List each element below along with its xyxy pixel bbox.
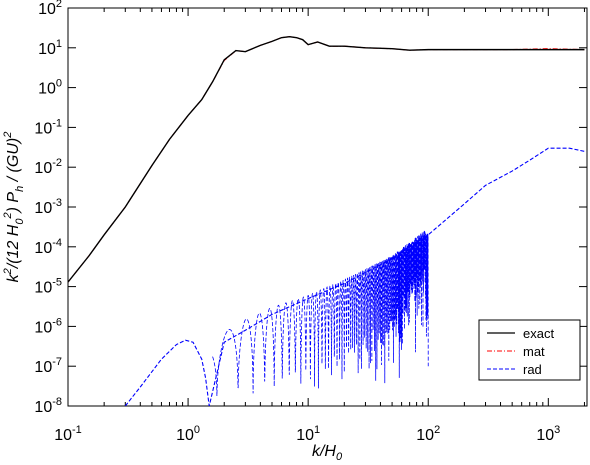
y-axis-title: k2/(12 H02) Ph / (GU)2 <box>2 132 26 283</box>
y-tick-label: 100 <box>38 78 62 98</box>
x-tick-label: 100 <box>176 424 200 444</box>
legend: exact mat rad <box>478 319 581 381</box>
x-tick-label: 102 <box>416 424 440 444</box>
legend-label-mat: mat <box>523 344 545 359</box>
y-tick-label: 10-3 <box>34 197 62 217</box>
x-axis-title-sub: 0 <box>336 451 343 463</box>
y-tick-label: 10-7 <box>34 356 62 376</box>
major-ticks <box>67 7 587 407</box>
y-tick-label: 10-5 <box>34 277 62 297</box>
x-tick-label: 103 <box>536 424 560 444</box>
y-tick-label: 10-4 <box>34 237 62 257</box>
y-tick-label: 10-2 <box>34 157 62 177</box>
series-mat <box>68 36 585 283</box>
x-tick-label: 101 <box>296 424 320 444</box>
series-rad <box>124 147 585 406</box>
series-rad-oscillation <box>212 230 429 397</box>
x-tick-labels: 10-1 100 101 102 103 <box>54 424 560 444</box>
x-tick-label: 10-1 <box>54 424 82 444</box>
y-tick-labels: 10-8 10-7 10-6 10-5 10-4 10-3 10-2 10-1 100 101 10… <box>34 0 62 416</box>
legend-box <box>478 319 581 381</box>
y-tick-label: 10-8 <box>34 396 62 416</box>
legend-label-exact: exact <box>523 326 554 341</box>
y-tick-label: 101 <box>38 38 62 58</box>
y-tick-label: 10-1 <box>34 117 62 137</box>
series-exact <box>68 36 585 283</box>
y-tick-label: 10-6 <box>34 316 62 336</box>
minor-ticks <box>103 8 585 406</box>
x-axis-title-main: k/H <box>312 443 336 460</box>
legend-label-rad: rad <box>523 362 542 377</box>
series-layer <box>68 36 585 406</box>
y-tick-label: 102 <box>38 0 62 18</box>
x-axis-title: k/H0 <box>312 443 343 463</box>
